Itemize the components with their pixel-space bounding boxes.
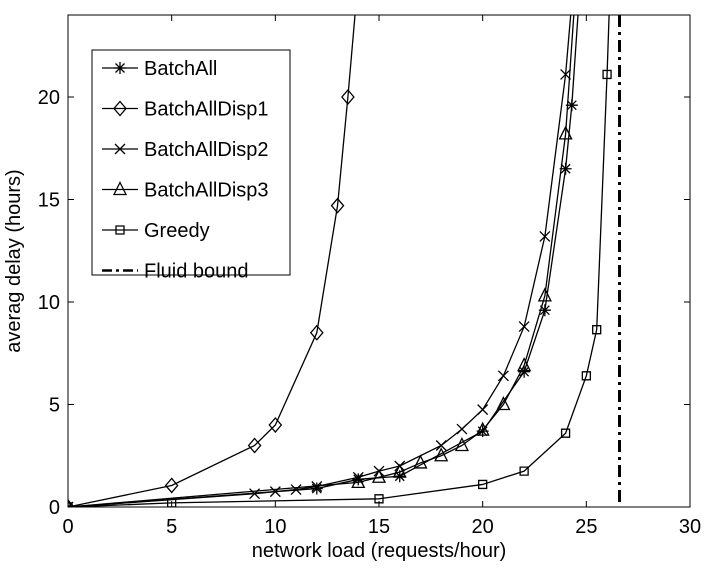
marker [519, 466, 529, 476]
marker [392, 463, 407, 478]
marker [68, 501, 74, 507]
marker [290, 484, 302, 496]
x-tick-label: 5 [166, 516, 177, 538]
marker [371, 468, 387, 483]
legend-label: Fluid bound [144, 261, 249, 283]
marker [164, 477, 179, 494]
marker [537, 287, 552, 302]
marker [352, 471, 364, 483]
legend-box [91, 49, 291, 276]
marker [602, 69, 612, 80]
marker [351, 473, 366, 489]
legend-label: BatchAllDisp3 [144, 180, 269, 202]
marker [558, 125, 573, 140]
marker [113, 100, 127, 117]
marker [434, 447, 449, 462]
marker [565, 99, 578, 112]
marker [352, 473, 365, 486]
x-axis-label: network load (requests/hour) [252, 540, 507, 562]
marker [497, 370, 509, 382]
marker [374, 494, 384, 504]
x-tick-label: 25 [575, 516, 597, 538]
marker [330, 197, 345, 214]
legend-label: BatchAllDisp1 [144, 99, 269, 121]
marker [435, 440, 447, 451]
legend-label: BatchAll [144, 58, 217, 80]
x-tick-label: 30 [679, 516, 701, 538]
x-tick-label: 15 [368, 516, 390, 538]
marker [114, 62, 126, 74]
x-tick-label: 10 [264, 516, 286, 538]
series-line [68, 15, 356, 507]
legend: BatchAll BatchAllDisp1 BatchAllDisp2 BatchA… [91, 49, 291, 283]
marker [454, 437, 469, 452]
marker [477, 404, 489, 416]
marker [592, 325, 602, 335]
marker [496, 396, 511, 411]
marker [560, 428, 571, 438]
y-tick-label: 0 [49, 497, 60, 519]
marker [476, 425, 489, 438]
marker [517, 357, 532, 372]
x-tick-label: 20 [472, 516, 494, 538]
y-axis-label: averag delay (hours) [3, 169, 25, 352]
marker [581, 371, 591, 381]
marker [247, 437, 262, 454]
marker [68, 498, 73, 507]
marker [393, 470, 406, 483]
marker [518, 321, 530, 333]
marker [309, 324, 324, 341]
marker [456, 423, 468, 435]
y-tick-label: 10 [38, 292, 60, 314]
marker [538, 304, 551, 317]
marker [559, 162, 572, 175]
legend-label: Greedy [144, 220, 210, 242]
marker [413, 454, 428, 469]
plot-area [68, 15, 622, 507]
legend-label: BatchAllDisp2 [144, 139, 269, 161]
marker [268, 417, 283, 433]
y-tick-label: 15 [38, 190, 60, 212]
marker [68, 502, 73, 507]
marker [539, 230, 551, 242]
series-line [68, 15, 610, 507]
marker [114, 143, 126, 155]
marker [475, 421, 490, 436]
marker [167, 498, 177, 507]
marker [518, 365, 531, 378]
marker [310, 482, 323, 495]
marker [269, 486, 281, 498]
series-line [68, 15, 575, 507]
marker [112, 181, 128, 196]
marker [341, 89, 355, 105]
x-tick-label: 0 [62, 516, 73, 538]
y-tick-label: 20 [38, 87, 60, 109]
y-tick-label: 5 [49, 395, 60, 417]
marker [115, 225, 125, 235]
marker [478, 479, 488, 490]
